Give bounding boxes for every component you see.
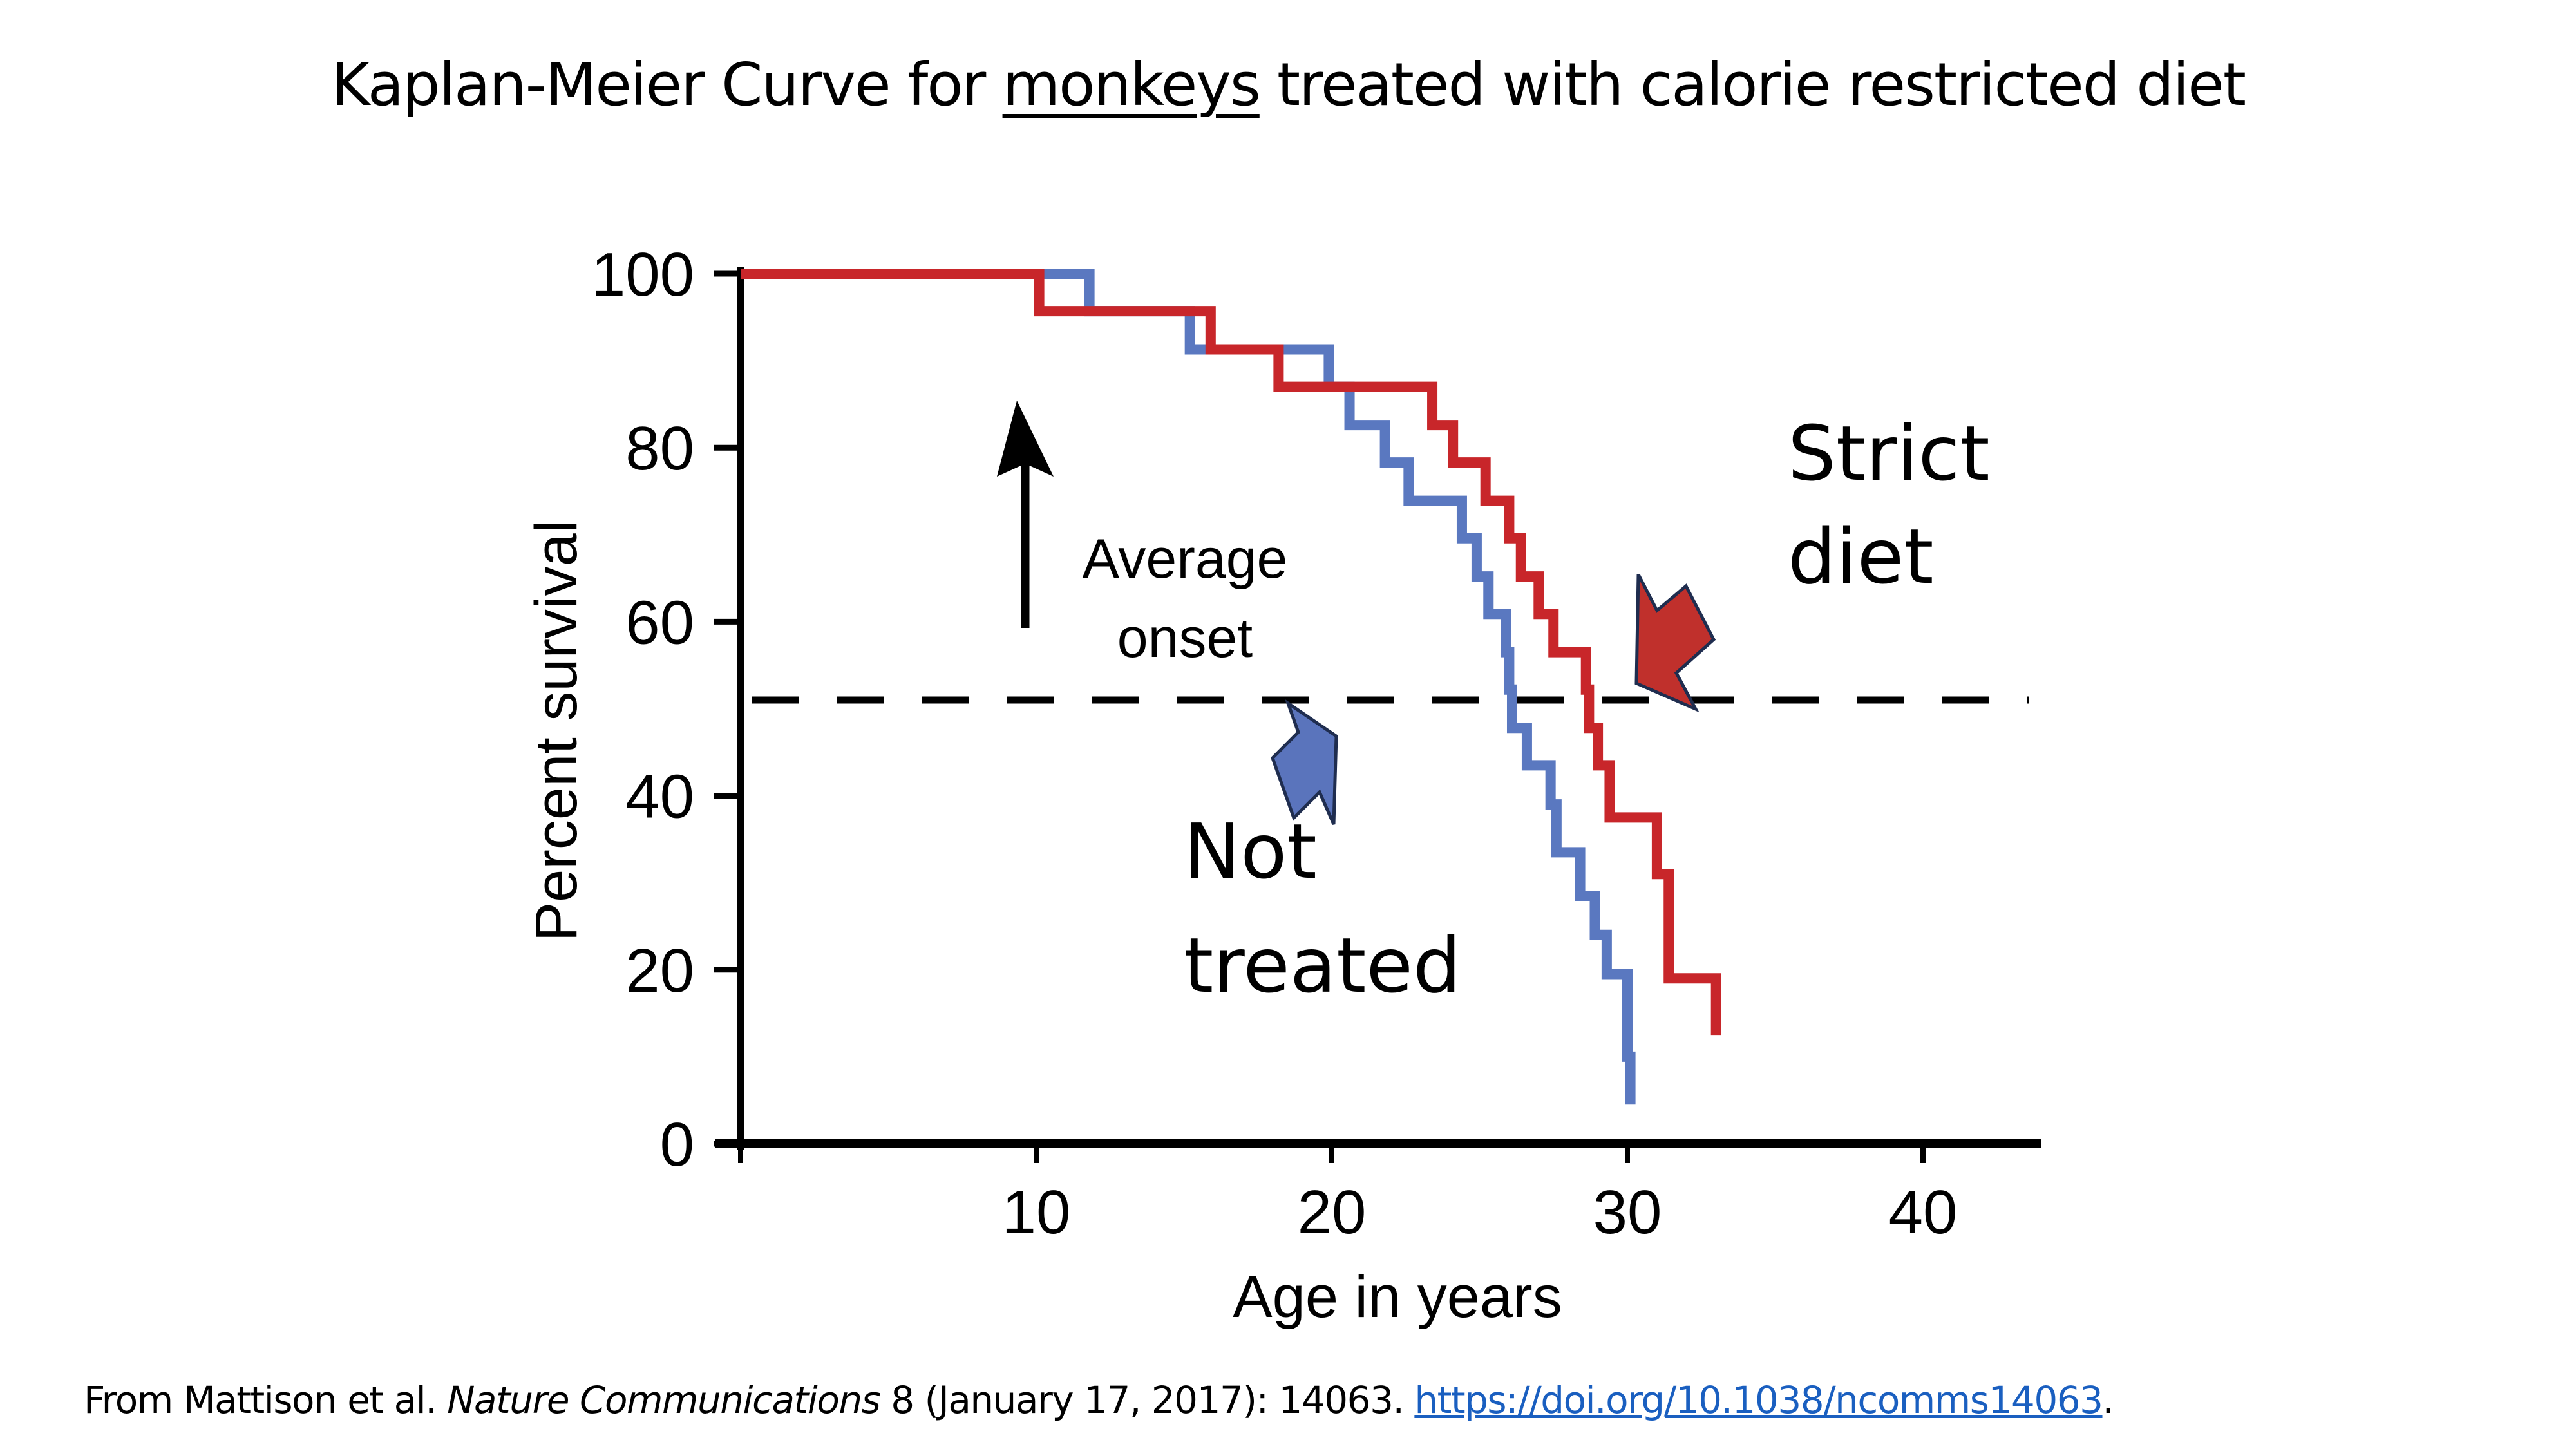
not-treated-label-line1: Not (1184, 807, 1317, 896)
strict-diet-survival-curve (741, 269, 1721, 1036)
citation: From Mattison et al. Nature Communicatio… (84, 1378, 2114, 1422)
y-tick-label: 80 (625, 414, 694, 483)
doi-link[interactable]: https://doi.org/10.1038/ncomms14063 (1414, 1378, 2103, 1422)
y-tick-label: 20 (625, 936, 694, 1005)
not-treated-label-line2: treated (1184, 921, 1461, 1010)
x-tick-label: 40 (1889, 1178, 1958, 1247)
up-arrow-head (997, 401, 1054, 477)
average-onset-label-line2: onset (1117, 607, 1253, 669)
citation-details: 8 (January 17, 2017): 14063. (880, 1378, 1415, 1422)
citation-journal: Nature Communications (447, 1378, 881, 1422)
citation-prefix: From Mattison et al. (84, 1378, 448, 1422)
title-suffix: treated with calorie restricted diet (1259, 50, 2246, 119)
x-tick-label: 30 (1593, 1178, 1662, 1247)
average-onset-annotation: Average onset (997, 401, 1287, 669)
not-treated-annotation: Not treated (1184, 699, 1461, 1010)
slide-title: Kaplan-Meier Curve for monkeys treated w… (0, 50, 2576, 119)
strict-diet-annotation: Strict diet (1634, 409, 1990, 713)
y-tick-label: 60 (625, 588, 694, 657)
y-ticks: 0 20 40 60 80 100 (591, 240, 741, 1179)
y-tick-label: 100 (591, 240, 694, 309)
strict-diet-label-line2: diet (1788, 512, 1934, 601)
x-axis-title: Age in years (1233, 1264, 1562, 1330)
axes (715, 267, 2041, 1150)
x-ticks: 10 20 30 40 (738, 1144, 1958, 1247)
not-treated-arrow-icon (1271, 699, 1338, 826)
x-tick-label: 10 (1002, 1178, 1071, 1247)
title-prefix: Kaplan-Meier Curve for (331, 50, 1003, 119)
average-onset-label-line1: Average (1083, 528, 1288, 590)
y-tick-label: 40 (625, 762, 694, 831)
citation-suffix: . (2102, 1378, 2114, 1422)
strict-diet-label-line1: Strict (1788, 409, 1990, 498)
y-axis-title: Percent survival (524, 520, 589, 942)
series-layer (741, 269, 1721, 1105)
title-emphasis: monkeys (1002, 50, 1261, 119)
x-tick-label: 20 (1298, 1178, 1367, 1247)
strict-diet-arrow-icon (1634, 573, 1716, 713)
y-tick-label: 0 (660, 1110, 694, 1179)
